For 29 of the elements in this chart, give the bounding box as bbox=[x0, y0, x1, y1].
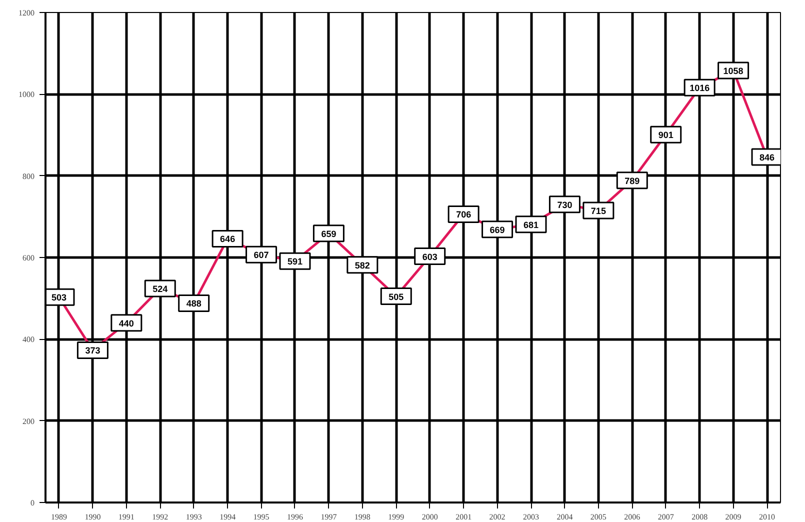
x-tick-label: 2005 bbox=[590, 512, 606, 522]
x-tick-label: 2002 bbox=[489, 512, 506, 522]
y-tick-label: 0 bbox=[30, 498, 34, 508]
x-tick-label: 2008 bbox=[692, 512, 708, 522]
x-tick-label: 1991 bbox=[118, 512, 134, 522]
y-tick-label: 800 bbox=[22, 172, 34, 181]
x-tick-label: 2000 bbox=[422, 512, 438, 522]
y-tick-label: 1200 bbox=[18, 8, 34, 18]
x-tick-label: 1994 bbox=[220, 512, 236, 522]
y-tick-label: 1000 bbox=[18, 90, 34, 100]
x-tick-label: 1992 bbox=[152, 512, 168, 522]
x-tick-label: 2007 bbox=[658, 512, 674, 522]
x-tick-label: 1993 bbox=[186, 512, 202, 522]
x-tick-label: 2003 bbox=[523, 512, 540, 522]
x-tick-label: 2001 bbox=[456, 512, 472, 522]
x-tick-label: 1999 bbox=[388, 512, 404, 522]
x-tick-label: 2004 bbox=[556, 512, 573, 522]
x-tick-label: 1998 bbox=[354, 512, 370, 522]
x-tick-label: 2009 bbox=[725, 512, 742, 522]
x-tick-label: 1997 bbox=[320, 512, 337, 522]
x-tick-label: 1995 bbox=[253, 512, 270, 522]
x-tick-label: 1989 bbox=[50, 512, 67, 522]
x-tick-label: 2006 bbox=[624, 512, 640, 522]
y-tick-label: 200 bbox=[22, 416, 34, 426]
y-tick-label: 400 bbox=[22, 335, 34, 344]
x-tick-label: 1996 bbox=[286, 512, 303, 522]
y-tick-label: 600 bbox=[22, 254, 34, 262]
x-tick-label: 2010 bbox=[759, 512, 776, 522]
x-tick-label: 1990 bbox=[84, 512, 101, 522]
